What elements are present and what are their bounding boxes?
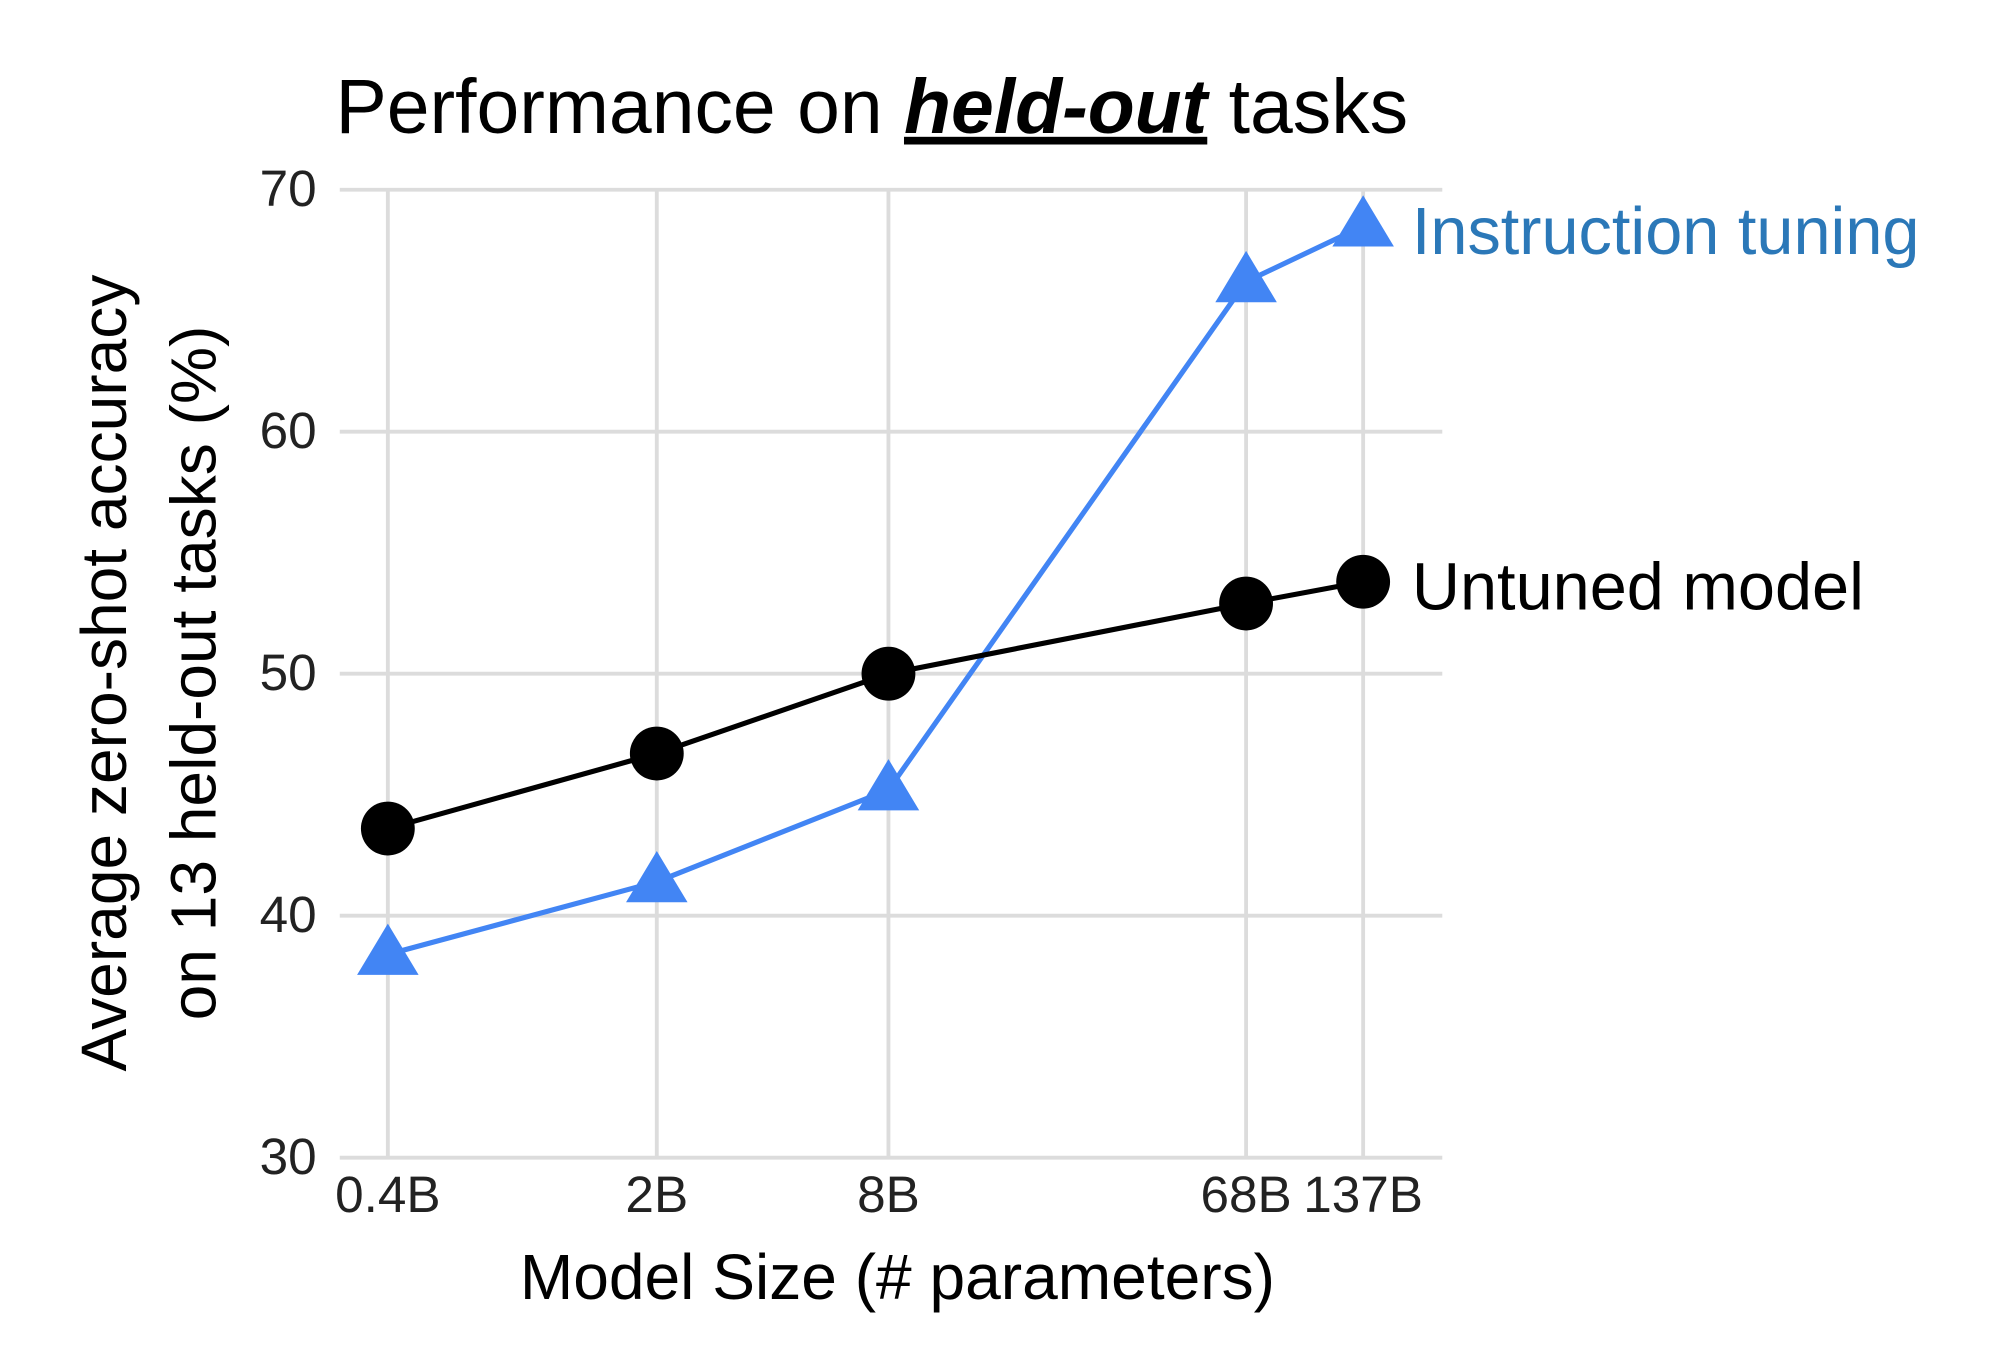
y-tick-label: 70 (260, 160, 317, 217)
series-label: Instruction tuning (1412, 195, 1920, 269)
x-tick-label: 68B (1200, 1166, 1291, 1223)
marker (629, 726, 684, 781)
y-tick-label: 50 (260, 644, 317, 701)
title-part: tasks (1207, 64, 1408, 150)
x-tick-label: 0.4B (335, 1166, 440, 1223)
marker (1336, 554, 1391, 609)
series-line (387, 223, 1365, 957)
marker (1215, 250, 1277, 303)
chart-title: Performance on held-out tasks (335, 64, 1408, 150)
marker (357, 923, 419, 975)
marker (1219, 576, 1274, 631)
y-axis-label: on 13 held-out tasks (%) (158, 326, 230, 1021)
y-tick-label: 60 (260, 402, 317, 459)
title-emphasis: held-out (904, 64, 1211, 150)
y-tick-label: 40 (260, 886, 317, 943)
marker (861, 646, 916, 701)
marker (626, 851, 688, 903)
series-label: Untuned model (1412, 551, 1864, 625)
marker (857, 759, 920, 811)
x-tick-label: 2B (625, 1166, 688, 1223)
x-axis-label: Model Size (# parameters) (520, 1241, 1275, 1313)
marker (360, 801, 415, 856)
title-part: Performance on (335, 64, 904, 150)
x-tick-label: 137B (1303, 1166, 1423, 1223)
x-tick-label: 8B (857, 1166, 920, 1223)
y-axis-label: Average zero-shot accuracy (68, 275, 140, 1072)
marker (1332, 195, 1394, 247)
y-tick-label: 30 (260, 1128, 317, 1185)
